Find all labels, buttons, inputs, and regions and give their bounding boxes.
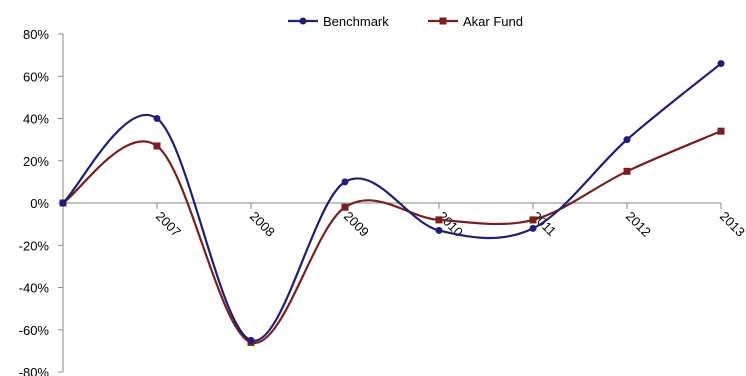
legend-marker-benchmark xyxy=(299,17,307,25)
data-point-akar-fund xyxy=(341,203,349,211)
legend-label-akar-fund: Akar Fund xyxy=(463,14,523,29)
y-tick-label: 40% xyxy=(23,112,49,127)
data-point-benchmark xyxy=(153,115,161,122)
data-point-benchmark xyxy=(435,226,443,234)
x-tick-label: 2009 xyxy=(341,209,372,240)
series-line-benchmark xyxy=(62,62,722,342)
y-tick-label: -60% xyxy=(19,323,50,338)
data-point-akar-fund xyxy=(153,142,161,150)
x-tick-label: 2008 xyxy=(247,209,278,240)
y-tick-label: 80% xyxy=(23,27,49,42)
legend-marker-akar-fund xyxy=(439,17,447,25)
series-lines xyxy=(59,60,725,346)
data-point-akar-fund xyxy=(717,127,725,135)
x-tick-label: 2007 xyxy=(153,209,184,240)
y-tick-label: -80% xyxy=(19,365,50,376)
y-axis: 80% 60% 40% 20% 0% -20% -40% -60% -80% xyxy=(19,27,64,376)
y-tick-label: -20% xyxy=(19,238,50,253)
legend: Benchmark Akar Fund xyxy=(288,14,523,29)
data-point-benchmark xyxy=(529,224,537,232)
y-tick-label: 0% xyxy=(30,196,49,211)
data-point-benchmark xyxy=(717,60,725,68)
data-point-benchmark xyxy=(341,178,349,186)
y-tick-label: -40% xyxy=(19,281,50,296)
legend-label-benchmark: Benchmark xyxy=(323,14,389,29)
data-point-akar-fund xyxy=(529,216,537,224)
data-point-benchmark xyxy=(247,336,255,344)
data-point-akar-fund xyxy=(435,216,443,224)
data-point-benchmark xyxy=(623,136,631,144)
data-point-akar-fund xyxy=(623,167,631,175)
y-tick-label: 60% xyxy=(23,69,49,84)
y-tick-label: 20% xyxy=(23,154,49,169)
x-tick-label: 2012 xyxy=(623,209,654,240)
data-point-benchmark xyxy=(59,199,67,207)
x-tick-label: 2013 xyxy=(717,209,746,240)
series-line-akar-fund xyxy=(62,130,722,344)
